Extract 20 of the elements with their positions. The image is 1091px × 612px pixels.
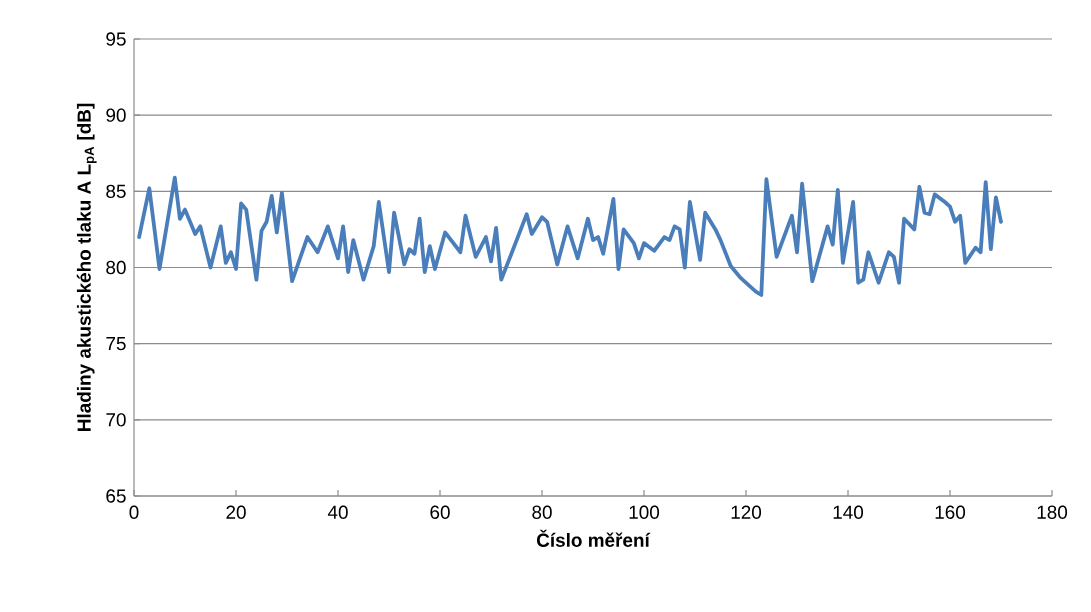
- x-tick-label: 120: [731, 505, 762, 519]
- y-axis-title: Hladiny akustického tlaku A L$_{pA}$ [dB]: [76, 103, 97, 431]
- x-tick-label: 40: [327, 505, 348, 519]
- x-tick-label: 20: [226, 505, 246, 519]
- y-tick-label: 80: [106, 260, 126, 275]
- x-tick-label: 60: [430, 505, 450, 519]
- y-tick-label: 85: [106, 184, 126, 199]
- x-tick-label: 100: [629, 505, 660, 519]
- x-tick-label: 80: [532, 505, 552, 519]
- x-tick-label: 140: [833, 505, 864, 519]
- y-tick-label: 70: [106, 413, 126, 427]
- x-tick-label: 180: [1037, 505, 1068, 519]
- x-axis-title: Číslo měření: [536, 529, 651, 547]
- y-tick-label: 75: [106, 337, 126, 351]
- y-tick-label: 65: [106, 489, 126, 503]
- x-tick-label: 160: [935, 505, 966, 519]
- x-tick-label: 0: [129, 505, 139, 519]
- y-tick-label: 90: [106, 108, 126, 122]
- line-series: [137, 175, 1003, 297]
- y-tick-label: 95: [106, 32, 126, 46]
